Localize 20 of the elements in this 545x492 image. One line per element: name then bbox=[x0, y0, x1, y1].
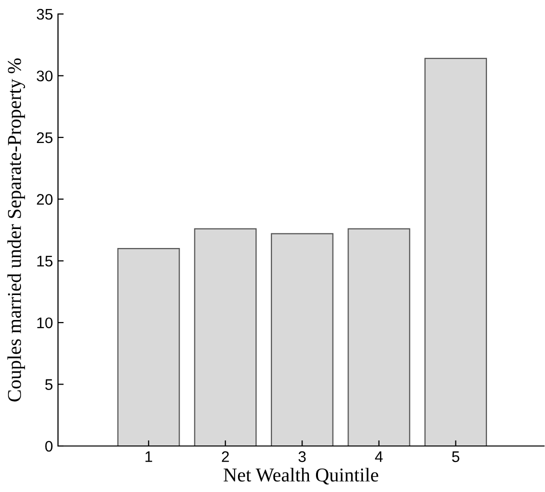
x-tick-label: 1 bbox=[146, 451, 152, 462]
x-tick-label: 2 bbox=[222, 451, 229, 462]
y-tick-label: 15 bbox=[37, 256, 52, 267]
y-tick-label: 0 bbox=[45, 440, 53, 452]
bar bbox=[117, 248, 180, 446]
y-tick-label: 5 bbox=[45, 379, 52, 390]
y-tick-label: 25 bbox=[36, 132, 52, 144]
bar bbox=[348, 228, 410, 446]
x-axis-title: Net Wealth Quintile bbox=[224, 468, 378, 485]
y-axis-title: Couples married under Separate-Property % bbox=[7, 58, 26, 402]
bar bbox=[194, 228, 257, 446]
x-tick-label: 4 bbox=[375, 451, 383, 462]
x-tick-label: 3 bbox=[298, 451, 306, 462]
x-tick-label: 5 bbox=[452, 451, 460, 462]
y-tick-label: 35 bbox=[36, 8, 52, 20]
y-tick-label: 10 bbox=[37, 317, 53, 328]
y-tick-label: 20 bbox=[36, 194, 53, 205]
bar bbox=[270, 233, 334, 446]
y-tick-label: 30 bbox=[36, 70, 53, 82]
bar bbox=[424, 58, 487, 446]
